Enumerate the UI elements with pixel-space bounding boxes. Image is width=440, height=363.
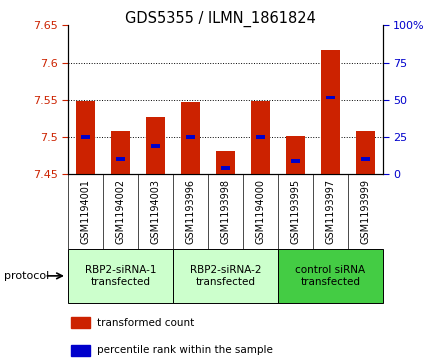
Bar xyxy=(286,136,305,174)
Text: RBP2-siRNA-1
transfected: RBP2-siRNA-1 transfected xyxy=(85,265,156,287)
Bar xyxy=(116,158,125,161)
Text: GDS5355 / ILMN_1861824: GDS5355 / ILMN_1861824 xyxy=(125,11,315,27)
Bar xyxy=(81,135,91,139)
Text: protocol: protocol xyxy=(4,271,50,281)
Bar xyxy=(256,135,265,139)
Text: GSM1194002: GSM1194002 xyxy=(116,179,126,244)
Bar xyxy=(278,249,383,303)
Bar xyxy=(68,249,173,303)
Bar xyxy=(360,158,370,161)
Bar xyxy=(181,102,200,174)
Bar xyxy=(216,151,235,174)
Bar xyxy=(356,131,375,174)
Text: GSM1193995: GSM1193995 xyxy=(290,179,301,244)
Bar xyxy=(321,50,340,174)
Bar xyxy=(221,166,230,170)
Text: GSM1194003: GSM1194003 xyxy=(150,179,161,244)
Text: control siRNA
transfected: control siRNA transfected xyxy=(295,265,366,287)
Text: GSM1193999: GSM1193999 xyxy=(360,179,370,244)
Bar xyxy=(76,101,95,174)
Text: RBP2-siRNA-2
transfected: RBP2-siRNA-2 transfected xyxy=(190,265,261,287)
Text: GSM1193996: GSM1193996 xyxy=(186,179,195,244)
Text: percentile rank within the sample: percentile rank within the sample xyxy=(96,346,272,355)
Bar xyxy=(151,144,161,148)
Bar xyxy=(186,135,195,139)
Bar xyxy=(251,101,270,174)
Text: GSM1194001: GSM1194001 xyxy=(81,179,91,244)
Bar xyxy=(71,345,90,356)
Text: GSM1193998: GSM1193998 xyxy=(220,179,231,244)
Bar xyxy=(326,96,335,99)
Bar xyxy=(146,117,165,174)
Text: GSM1193997: GSM1193997 xyxy=(325,179,335,244)
Bar xyxy=(173,249,278,303)
Text: transformed count: transformed count xyxy=(96,318,194,328)
Bar xyxy=(111,131,130,174)
Text: GSM1194000: GSM1194000 xyxy=(256,179,265,244)
Bar xyxy=(290,159,300,163)
Bar xyxy=(71,318,90,328)
